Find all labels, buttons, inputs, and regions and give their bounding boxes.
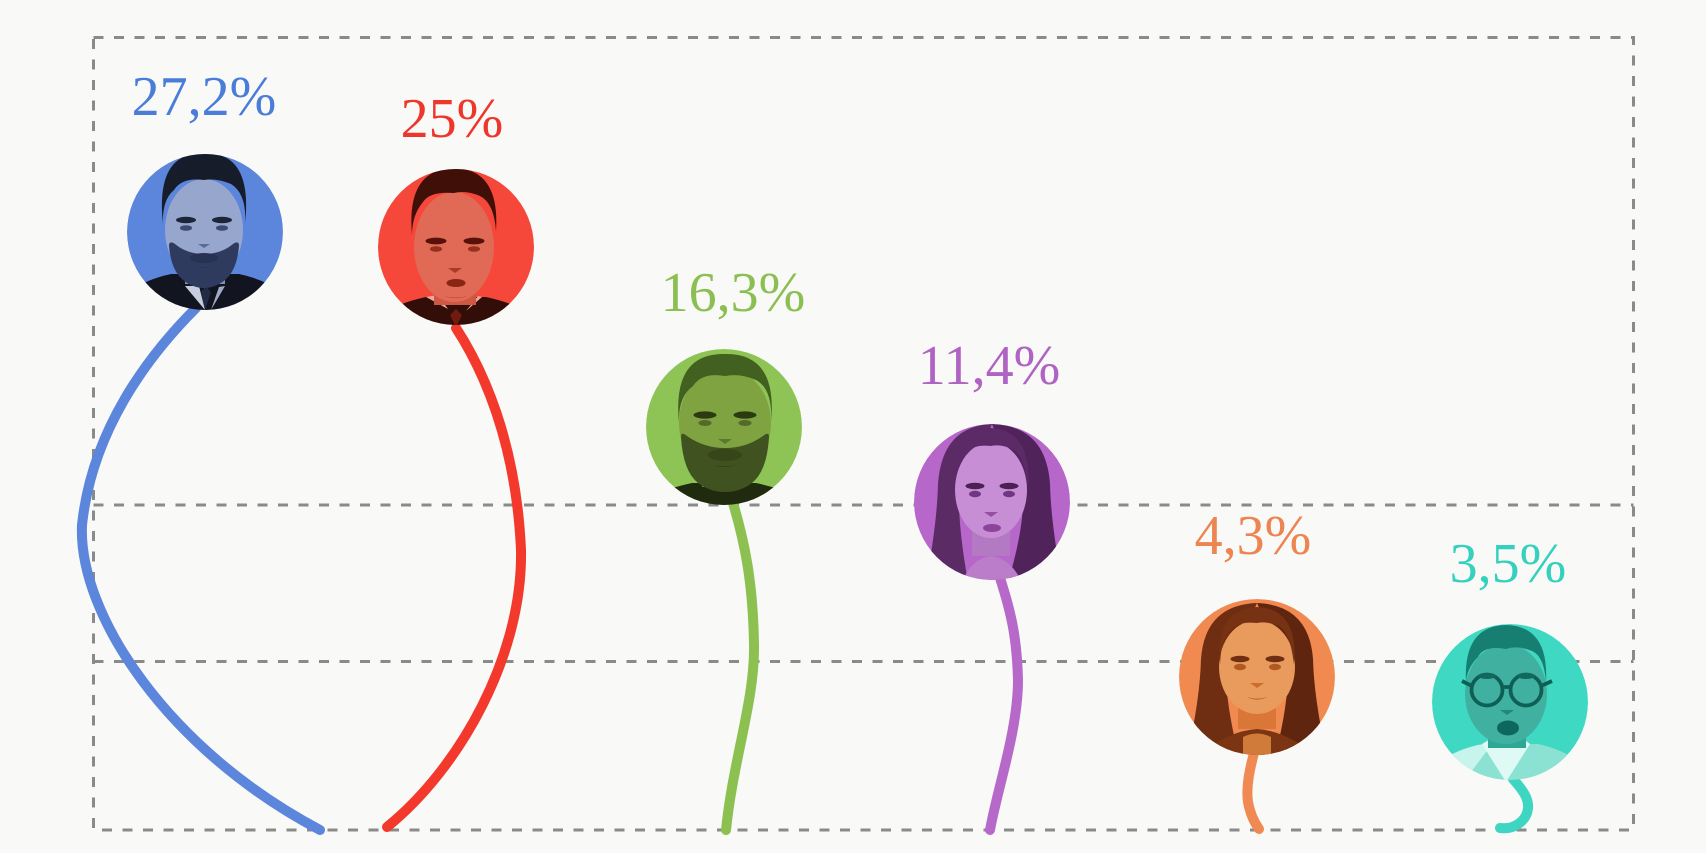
svg-text:4,3%: 4,3% <box>1195 505 1312 567</box>
svg-text:3,5%: 3,5% <box>1450 533 1567 595</box>
svg-text:27,2%: 27,2% <box>132 66 277 128</box>
svg-text:25%: 25% <box>401 88 504 150</box>
svg-text:16,3%: 16,3% <box>661 262 806 324</box>
svg-text:11,4%: 11,4% <box>918 335 1061 397</box>
